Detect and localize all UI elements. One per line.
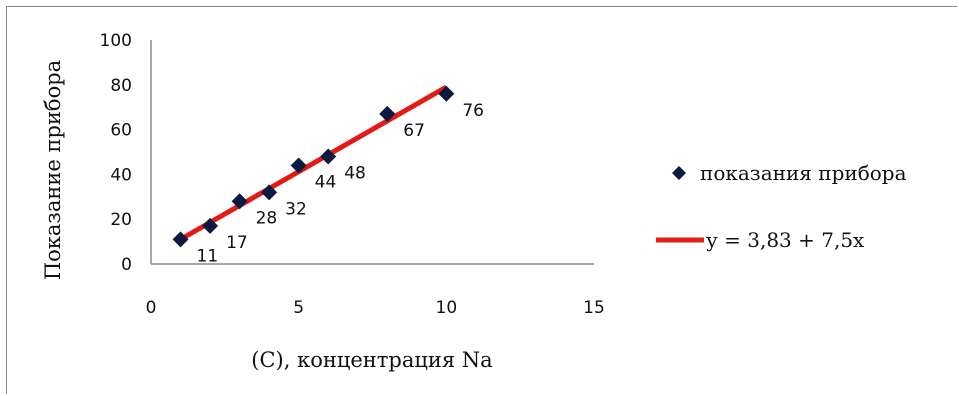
legend-series-label: показания прибора (700, 161, 907, 185)
x-tick-label: 0 (146, 298, 157, 318)
data-label: 76 (462, 101, 484, 121)
data-label: 28 (256, 208, 278, 228)
data-point-marker (172, 231, 189, 248)
y-tick-label: 0 (121, 255, 132, 275)
data-label: 32 (285, 199, 307, 219)
y-tick-label: 20 (110, 210, 132, 230)
chart-frame (6, 6, 957, 394)
x-tick-labels: 0 5 10 15 (146, 298, 605, 318)
data-label: 11 (197, 246, 219, 266)
data-point-marker (290, 157, 307, 174)
data-point-marker (231, 193, 248, 210)
data-label: 17 (226, 233, 248, 253)
y-axis-title: Показание прибора (41, 60, 65, 280)
data-points (172, 85, 455, 248)
data-label: 48 (344, 163, 366, 183)
data-label: 44 (315, 172, 337, 192)
x-tick-label: 10 (436, 298, 458, 318)
x-tick-label: 5 (293, 298, 304, 318)
y-tick-label: 100 (100, 31, 132, 51)
data-label: 67 (403, 121, 425, 141)
data-point-marker (202, 217, 219, 234)
legend-diamond-marker (672, 166, 686, 180)
data-point-marker (320, 148, 337, 165)
y-tick-labels: 0 20 40 60 80 100 (100, 31, 132, 275)
trendline (179, 84, 448, 242)
y-tick-label: 80 (110, 76, 132, 96)
trendline-layer (179, 84, 448, 242)
axes (150, 40, 594, 265)
data-point-marker (379, 105, 396, 122)
data-point-marker (261, 184, 278, 201)
y-tick-label: 60 (110, 121, 132, 141)
data-point-marker (438, 85, 455, 102)
y-tick-label: 40 (110, 165, 132, 185)
legend: показания прибора у = 3,83 + 7,5х (656, 161, 907, 252)
x-tick-label: 15 (583, 298, 605, 318)
x-axis-title: (С), концентрация Na (251, 348, 492, 372)
legend-trendline-label: у = 3,83 + 7,5х (706, 228, 865, 252)
data-labels: 11 17 28 32 44 48 67 76 (197, 101, 484, 267)
